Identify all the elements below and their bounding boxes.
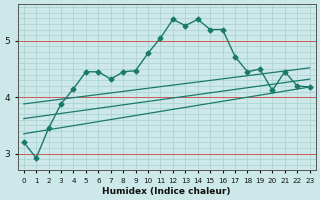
X-axis label: Humidex (Indice chaleur): Humidex (Indice chaleur) (102, 187, 231, 196)
